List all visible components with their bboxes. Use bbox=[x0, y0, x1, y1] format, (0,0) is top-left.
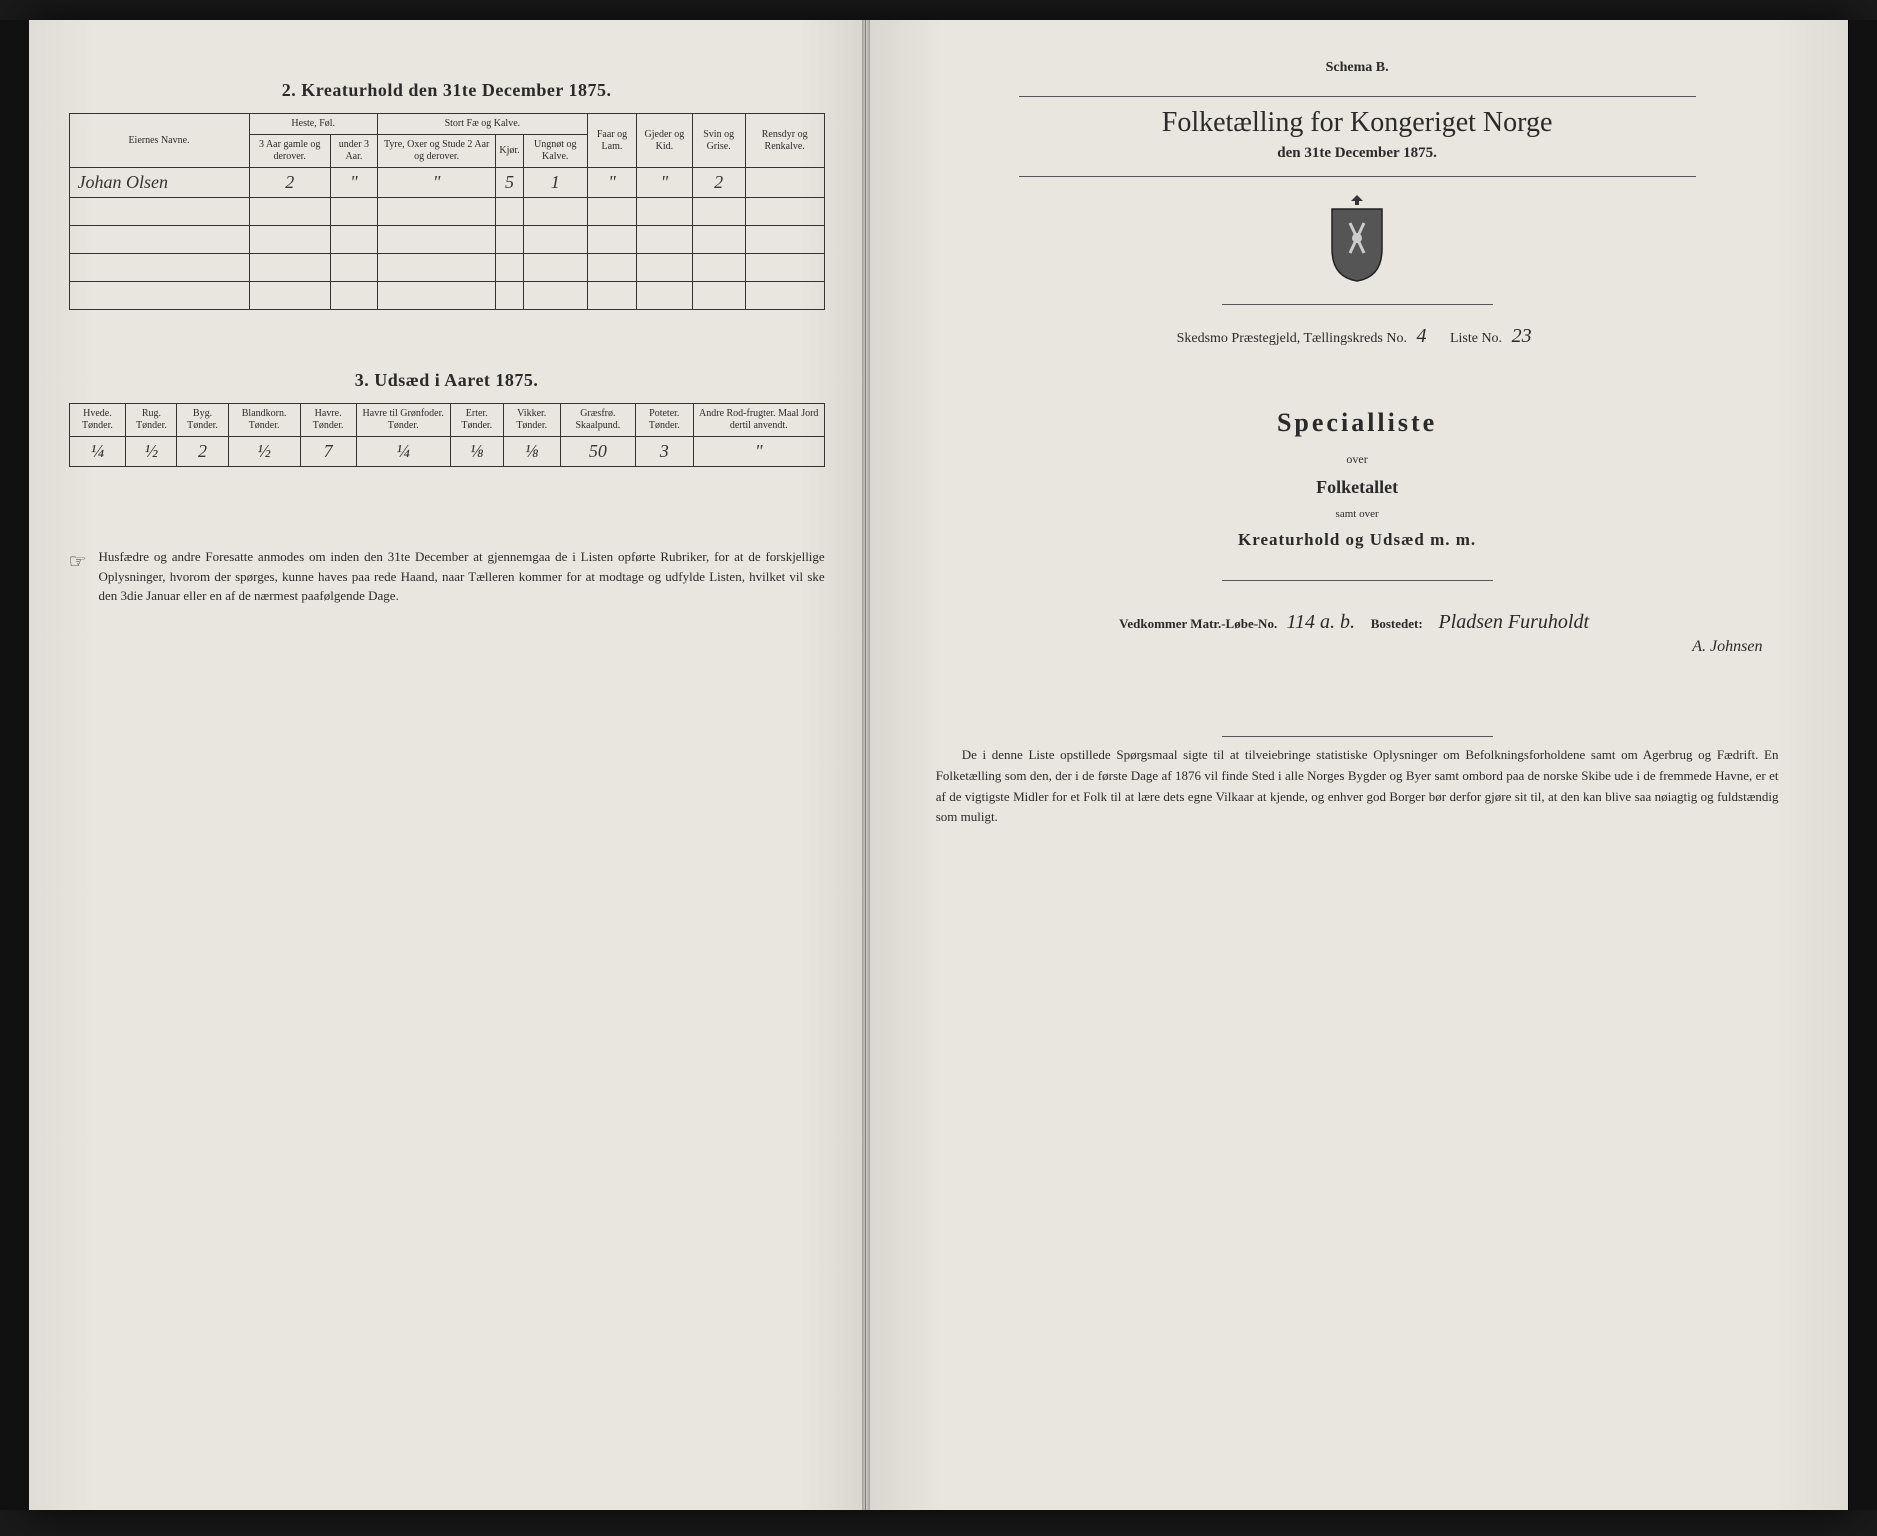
left-page: 2. Kreaturhold den 31te December 1875. E… bbox=[29, 20, 866, 1510]
col-header: Tyre, Oxer og Stude 2 Aar og derover. bbox=[377, 135, 495, 168]
cell: 1 bbox=[523, 168, 587, 198]
cell: 50 bbox=[560, 437, 635, 467]
group-header: Heste, Føl. bbox=[249, 114, 377, 135]
owner-name: Johan Olsen bbox=[69, 168, 249, 198]
col-header: Rensdyr og Renkalve. bbox=[745, 114, 824, 168]
cell: 5 bbox=[496, 168, 523, 198]
census-document: 2. Kreaturhold den 31te December 1875. E… bbox=[29, 20, 1849, 1510]
matr-no: 114 a. b. bbox=[1280, 611, 1361, 633]
pointing-hand-icon: ☞ bbox=[69, 547, 99, 606]
group-header: Stort Fæ og Kalve. bbox=[377, 114, 587, 135]
col-header: 3 Aar gamle og derover. bbox=[249, 135, 330, 168]
meta-line: Skedsmo Præstegjeld, Tællingskreds No. 4… bbox=[906, 325, 1809, 348]
cell: ½ bbox=[228, 437, 300, 467]
cell: 7 bbox=[300, 437, 356, 467]
coat-of-arms-icon bbox=[906, 193, 1809, 288]
cell: ½ bbox=[126, 437, 177, 467]
bosted-name: Pladsen Furuholdt bbox=[1432, 611, 1595, 633]
kreds-number: 4 bbox=[1410, 325, 1432, 347]
schema-label: Schema B. bbox=[906, 60, 1809, 76]
divider bbox=[1019, 176, 1696, 177]
col-header: Hvede. Tønder. bbox=[69, 404, 126, 437]
seed-table: Hvede. Tønder. Rug. Tønder. Byg. Tønder.… bbox=[69, 403, 825, 467]
divider bbox=[1222, 304, 1493, 305]
footnote-text: Husfædre og andre Foresatte anmodes om i… bbox=[99, 547, 825, 606]
col-header: Kjør. bbox=[496, 135, 523, 168]
col-header: Blandkorn. Tønder. bbox=[228, 404, 300, 437]
bosted-label: Bostedet: bbox=[1371, 616, 1423, 631]
col-header: Gjeder og Kid. bbox=[637, 114, 693, 168]
meta-prefix: Skedsmo Præstegjeld, Tællingskreds No. bbox=[1177, 331, 1407, 346]
col-header: Ungnøt og Kalve. bbox=[523, 135, 587, 168]
special-title: Specialliste bbox=[906, 408, 1809, 438]
body-text: De i denne Liste opstillede Spørgsmaal s… bbox=[936, 745, 1779, 828]
cell: " bbox=[330, 168, 377, 198]
folketallet-label: Folketallet bbox=[906, 477, 1809, 498]
signature: A. Johnsen bbox=[1686, 638, 1768, 655]
footnote: ☞ Husfædre og andre Foresatte anmodes om… bbox=[69, 547, 825, 606]
table-row: Johan Olsen 2 " " 5 1 " " 2 bbox=[69, 168, 824, 198]
vedkommer-line: Vedkommer Matr.-Løbe-No. 114 a. b. Boste… bbox=[906, 611, 1809, 656]
col-header: Havre til Grønfoder. Tønder. bbox=[356, 404, 450, 437]
main-title: Folketælling for Kongeriget Norge bbox=[906, 107, 1809, 139]
samt-label: samt over bbox=[906, 508, 1809, 520]
section2-title: 2. Kreaturhold den 31te December 1875. bbox=[69, 80, 825, 101]
over-label: over bbox=[906, 452, 1809, 467]
col-header: Erter. Tønder. bbox=[450, 404, 503, 437]
col-header: Svin og Grise. bbox=[692, 114, 745, 168]
col-header: Poteter. Tønder. bbox=[635, 404, 693, 437]
liste-label: Liste No. bbox=[1450, 331, 1502, 346]
col-header: Faar og Lam. bbox=[587, 114, 636, 168]
cell bbox=[745, 168, 824, 198]
table-row: ¼ ½ 2 ½ 7 ¼ ⅛ ⅛ 50 3 " bbox=[69, 437, 824, 467]
col-header: Byg. Tønder. bbox=[177, 404, 228, 437]
cell: 2 bbox=[177, 437, 228, 467]
col-header: Græsfrø. Skaalpund. bbox=[560, 404, 635, 437]
sub-title: den 31te December 1875. bbox=[906, 145, 1809, 162]
col-header: Vikker. Tønder. bbox=[503, 404, 560, 437]
col-header: under 3 Aar. bbox=[330, 135, 377, 168]
col-header: Rug. Tønder. bbox=[126, 404, 177, 437]
section3-title: 3. Udsæd i Aaret 1875. bbox=[69, 370, 825, 391]
livestock-table: Eiernes Navne. Heste, Føl. Stort Fæ og K… bbox=[69, 113, 825, 310]
cell: ¼ bbox=[356, 437, 450, 467]
divider bbox=[1222, 736, 1493, 737]
book-edge bbox=[1849, 20, 1877, 1510]
cell: " bbox=[587, 168, 636, 198]
kreatur-label: Kreaturhold og Udsæd m. m. bbox=[906, 530, 1809, 550]
book-edge bbox=[0, 20, 29, 1510]
cell: ⅛ bbox=[503, 437, 560, 467]
col-header: Havre. Tønder. bbox=[300, 404, 356, 437]
cell: " bbox=[377, 168, 495, 198]
cell: " bbox=[637, 168, 693, 198]
cell: ¼ bbox=[69, 437, 126, 467]
cell: " bbox=[693, 437, 824, 467]
cell: 2 bbox=[692, 168, 745, 198]
divider bbox=[1222, 580, 1493, 581]
right-page: Schema B. Folketælling for Kongeriget No… bbox=[866, 20, 1849, 1510]
divider bbox=[1019, 96, 1696, 97]
liste-number: 23 bbox=[1506, 325, 1538, 347]
owner-header: Eiernes Navne. bbox=[69, 114, 249, 168]
cell: 2 bbox=[249, 168, 330, 198]
col-header: Andre Rod-frugter. Maal Jord dertil anve… bbox=[693, 404, 824, 437]
cell: 3 bbox=[635, 437, 693, 467]
vedkommer-label: Vedkommer Matr.-Løbe-No. bbox=[1119, 616, 1277, 631]
cell: ⅛ bbox=[450, 437, 503, 467]
